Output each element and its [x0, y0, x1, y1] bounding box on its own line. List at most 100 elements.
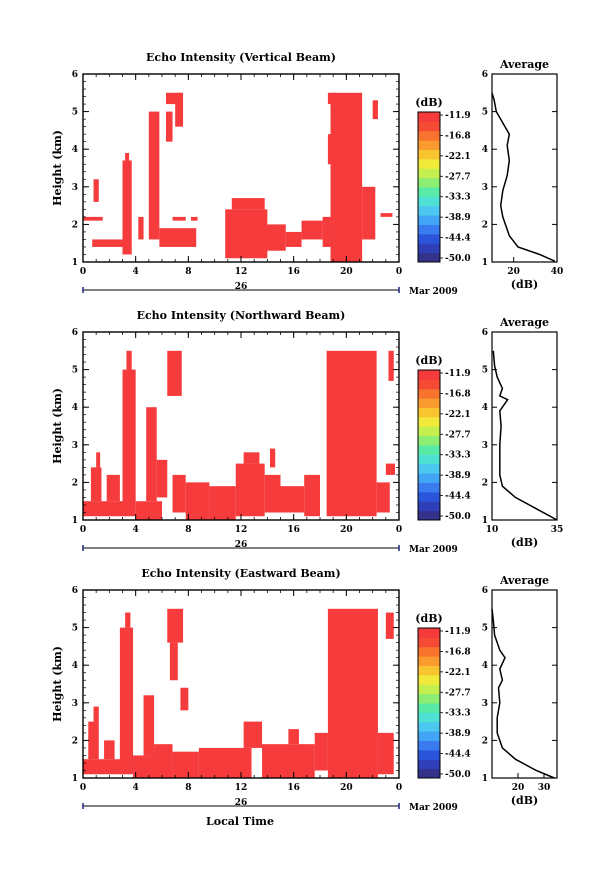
panel-0: Echo Intensity (Vertical Beam)0 4 8 12 16 20 0… [51, 51, 563, 297]
x-tick-label: 0 [80, 783, 86, 793]
panel-title: Echo Intensity (Vertical Beam) [146, 51, 336, 64]
avg-title: Average [499, 574, 549, 587]
colorbar-swatch [418, 112, 440, 122]
colorbar-swatch [418, 674, 440, 685]
panel-1: Echo Intensity (Northward Beam)0 4 8 12 16 20… [51, 309, 563, 555]
avg-x-tick-label: 40 [551, 267, 564, 277]
echo-cell [172, 216, 186, 221]
echo-cell [377, 732, 394, 775]
x-tick-label: 8 [185, 525, 191, 535]
x-tick-label: 8 [185, 267, 191, 277]
avg-x-axis-label: (dB) [511, 278, 538, 291]
colorbar-swatch [418, 445, 440, 455]
date-center-label: 26 [235, 540, 248, 550]
avg-y-tick-label: 3 [482, 183, 488, 193]
echo-cell [119, 627, 134, 775]
echo-cell [96, 452, 101, 468]
colorbar-swatch [418, 749, 440, 760]
echo-cell [262, 744, 315, 778]
x-tick-label: 20 [340, 267, 353, 277]
x-tick-label: 0 [396, 525, 402, 535]
colorbar-tick-label: -11.9 [445, 369, 471, 379]
y-tick-label: 4 [72, 145, 78, 155]
colorbar-swatch [418, 388, 440, 399]
colorbar-tick-label: -11.9 [445, 111, 471, 121]
x-tick-label: 8 [185, 783, 191, 793]
y-tick-label: 3 [72, 441, 78, 451]
avg-x-tick-label: 20 [507, 267, 520, 277]
echo-cell [376, 482, 390, 513]
echo-cell [301, 220, 323, 240]
echo-cell [172, 751, 199, 778]
y-axis-label: Height (km) [51, 130, 64, 206]
echo-cell [372, 100, 378, 120]
avg-y-tick-label: 2 [482, 736, 488, 746]
colorbar-swatch [418, 463, 440, 474]
echo-cell [167, 350, 182, 396]
colorbar-tick-label: -22.1 [445, 668, 471, 678]
x-tick-label: 20 [340, 783, 353, 793]
colorbar-tick-label: -38.9 [445, 213, 471, 223]
colorbar-swatch [418, 731, 440, 741]
x-tick-label: 0 [80, 267, 86, 277]
colorbar-swatch [418, 187, 440, 197]
y-axis-label: Height (km) [51, 646, 64, 722]
echo-cell [322, 216, 331, 247]
echo-cell [133, 755, 160, 778]
avg-title: Average [499, 58, 549, 71]
colorbar-swatch [418, 205, 440, 216]
y-tick-label: 3 [72, 699, 78, 709]
echo-cell [314, 732, 328, 771]
colorbar-swatch [418, 473, 440, 483]
y-tick-label: 2 [72, 478, 78, 488]
avg-x-tick-label: 20 [512, 783, 525, 793]
x-tick-label: 4 [133, 783, 139, 793]
colorbar-tick-label: -50.0 [445, 254, 471, 264]
echo-cell [154, 744, 173, 778]
echo-cell [146, 407, 157, 502]
colorbar-swatch [418, 510, 440, 521]
avg-x-axis-label: (dB) [511, 536, 538, 549]
colorbar-tick-label: -16.8 [445, 647, 471, 657]
echo-cell [385, 612, 394, 639]
echo-cell [106, 474, 120, 502]
colorbar-swatch [418, 224, 440, 235]
echo-cell [190, 216, 198, 221]
x-tick-label: 4 [133, 525, 139, 535]
y-axis-label: Height (km) [51, 388, 64, 464]
colorbar-swatch [418, 501, 440, 512]
echo-cell [264, 224, 286, 251]
avg-y-tick-label: 6 [482, 586, 488, 596]
y-tick-label: 5 [72, 366, 78, 376]
colorbar-swatch [418, 656, 440, 666]
x-tick-label: 0 [396, 783, 402, 793]
colorbar-swatch [418, 759, 440, 770]
echo-cell [362, 186, 376, 240]
colorbar-swatch [418, 177, 440, 188]
echo-cell [148, 111, 160, 240]
y-tick-label: 2 [72, 220, 78, 230]
colorbar-frame [417, 111, 441, 263]
avg-y-tick-label: 4 [482, 145, 488, 155]
colorbar-tick-label: -33.3 [445, 451, 471, 461]
colorbar-tick-label: -50.0 [445, 512, 471, 522]
echo-cell [83, 759, 126, 775]
colorbar-unit: (dB) [415, 612, 442, 625]
avg-x-tick-label: 30 [538, 783, 551, 793]
avg-y-tick-label: 3 [482, 699, 488, 709]
x-tick-label: 12 [235, 525, 248, 535]
avg-y-tick-label: 3 [482, 441, 488, 451]
colorbar-tick-label: -27.7 [445, 172, 471, 182]
avg-y-tick-label: 6 [482, 70, 488, 80]
colorbar-swatch [418, 121, 440, 132]
colorbar-tick-label: -11.9 [445, 627, 471, 637]
panels: Echo Intensity (Vertical Beam)0 4 8 12 16 20 0… [51, 51, 563, 813]
colorbar-swatch [418, 426, 440, 437]
avg-y-tick-label: 5 [482, 366, 488, 376]
colorbar-frame [417, 627, 441, 779]
echo-cell [288, 729, 299, 745]
colorbar-swatch [418, 482, 440, 493]
echo-cell [122, 369, 136, 517]
echo-cell [264, 474, 281, 513]
avg-y-tick-label: 2 [482, 478, 488, 488]
